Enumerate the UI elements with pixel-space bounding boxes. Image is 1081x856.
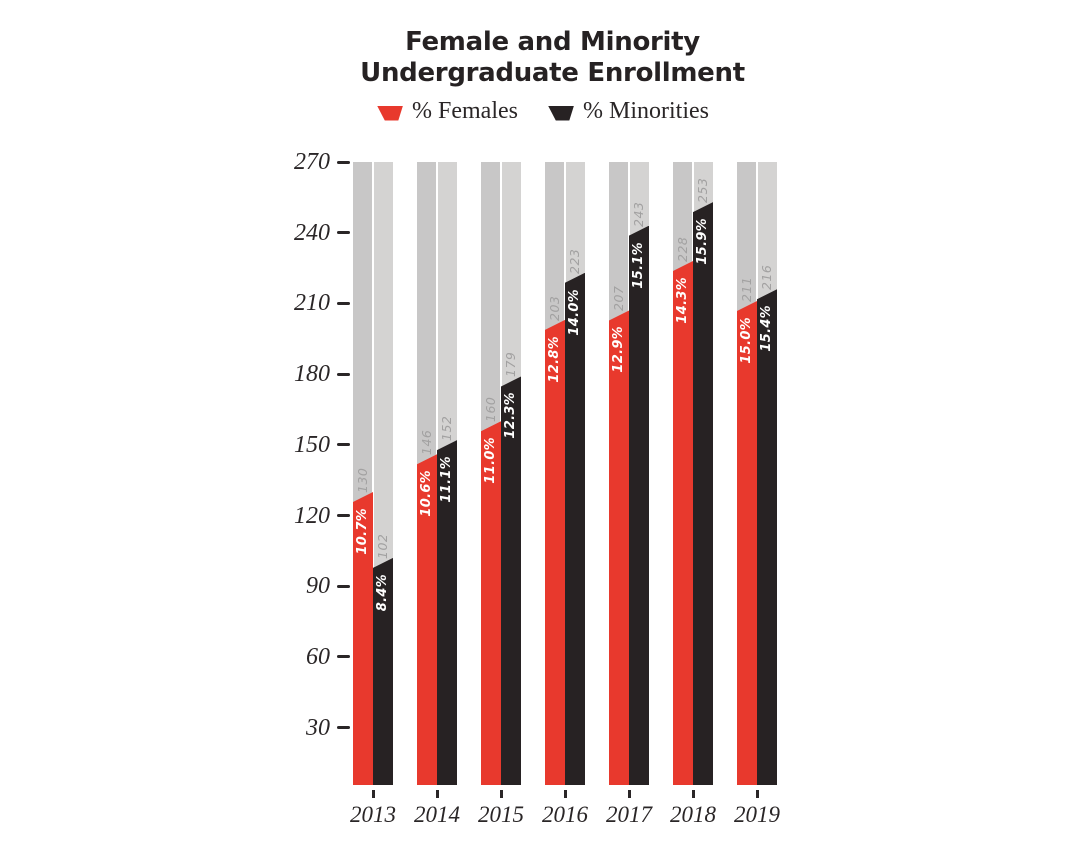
y-axis-tick-150: [337, 443, 350, 447]
bar-minorities-2016: [565, 272, 585, 785]
bar-females-2019: [737, 301, 757, 785]
females-swatch-icon: [377, 105, 403, 121]
value-label-minorities-2014: 152: [439, 415, 454, 442]
x-axis-tick-2019: [755, 790, 759, 798]
y-axis-label-150: 150: [294, 431, 330, 458]
y-axis-label-270: 270: [294, 149, 330, 175]
y-axis-label-90: 90: [306, 573, 330, 600]
x-axis-label-2014: 2014: [414, 802, 460, 827]
y-axis-label-60: 60: [306, 643, 330, 670]
percent-label-females-2015: 11.0%: [483, 437, 498, 484]
y-axis-tick-90: [337, 584, 350, 588]
y-axis-label-30: 30: [306, 714, 330, 741]
value-label-minorities-2019: 216: [759, 264, 774, 291]
x-axis-tick-2013: [371, 790, 375, 798]
percent-label-females-2019: 15.0%: [739, 317, 754, 364]
value-label-minorities-2017: 243: [631, 201, 646, 227]
percent-label-females-2018: 14.3%: [675, 276, 690, 324]
percent-label-minorities-2014: 11.1%: [439, 456, 454, 503]
y-axis-tick-30: [337, 726, 350, 730]
bar-females-2017: [609, 310, 629, 785]
legend: % Females % Minorities: [0, 98, 1081, 125]
value-label-females-2016: 203: [547, 295, 562, 321]
value-label-females-2015: 160: [483, 396, 498, 423]
bar-females-2016: [545, 319, 565, 785]
x-axis-tick-2017: [627, 790, 631, 798]
y-axis-tick-270: [337, 160, 350, 164]
x-axis-label-2013: 2013: [350, 802, 396, 827]
percent-label-females-2017: 12.9%: [611, 326, 626, 374]
legend-label-females: % Females: [412, 98, 518, 124]
bar-minorities-2018: [693, 202, 713, 785]
y-axis-label-210: 210: [294, 290, 330, 317]
y-axis-tick-210: [337, 301, 350, 305]
legend-item-minorities: % Minorities: [547, 98, 709, 125]
percent-label-females-2014: 10.6%: [419, 470, 434, 517]
x-axis-label-2018: 2018: [670, 802, 716, 827]
value-label-minorities-2013: 102: [375, 533, 390, 559]
value-label-females-2013: 130: [355, 467, 370, 493]
percent-label-females-2016: 12.8%: [547, 335, 562, 383]
bar-minorities-2015: [501, 376, 521, 785]
y-axis-label-240: 240: [294, 219, 330, 246]
chart-title-line1: Female and Minority: [405, 27, 700, 57]
bar-minorities-2019: [757, 289, 777, 785]
y-axis-tick-120: [337, 514, 350, 517]
chart-title-line2: Undergraduate Enrollment: [360, 58, 745, 88]
percent-label-females-2013: 10.7%: [355, 507, 370, 555]
percent-label-minorities-2017: 15.1%: [631, 241, 646, 289]
x-axis-tick-2014: [435, 790, 439, 798]
legend-item-females: % Females: [377, 98, 518, 125]
value-label-females-2019: 211: [739, 276, 754, 303]
value-label-females-2014: 146: [419, 429, 434, 456]
y-axis-tick-60: [337, 655, 350, 659]
value-label-females-2017: 207: [611, 286, 626, 312]
bar-females-2015: [481, 421, 501, 785]
value-label-minorities-2018: 253: [695, 177, 710, 204]
y-axis-tick-240: [337, 231, 350, 235]
bar-females-2013: [353, 491, 373, 785]
value-label-minorities-2015: 179: [503, 352, 518, 378]
bar-minorities-2014: [437, 440, 457, 785]
x-axis-label-2015: 2015: [478, 802, 524, 827]
x-axis-label-2016: 2016: [542, 802, 588, 827]
percent-label-minorities-2013: 8.4%: [375, 573, 390, 612]
bar-minorities-2017: [629, 225, 649, 785]
x-axis-tick-2015: [499, 790, 503, 798]
bar-females-2018: [673, 260, 693, 785]
y-axis-tick-180: [337, 372, 350, 376]
legend-label-minorities: % Minorities: [582, 98, 709, 124]
percent-label-minorities-2015: 12.3%: [503, 392, 518, 440]
percent-label-minorities-2018: 15.9%: [695, 218, 710, 265]
percent-label-minorities-2016: 14.0%: [567, 288, 582, 336]
minorities-swatch-icon: [547, 105, 574, 121]
x-axis-tick-2016: [563, 790, 567, 798]
x-axis-label-2019: 2019: [734, 802, 780, 827]
bar-females-2014: [417, 454, 437, 785]
chart-title: Female and Minority Undergraduate Enroll…: [24, 27, 1081, 89]
bar-minorities-2013: [373, 557, 393, 785]
y-axis-label-180: 180: [294, 361, 330, 388]
value-label-females-2018: 228: [675, 236, 690, 262]
x-axis-tick-2018: [691, 790, 695, 798]
percent-label-minorities-2019: 15.4%: [759, 305, 774, 352]
y-axis-label-120: 120: [294, 502, 330, 529]
x-axis-label-2017: 2017: [606, 802, 652, 827]
value-label-minorities-2016: 223: [567, 248, 582, 274]
